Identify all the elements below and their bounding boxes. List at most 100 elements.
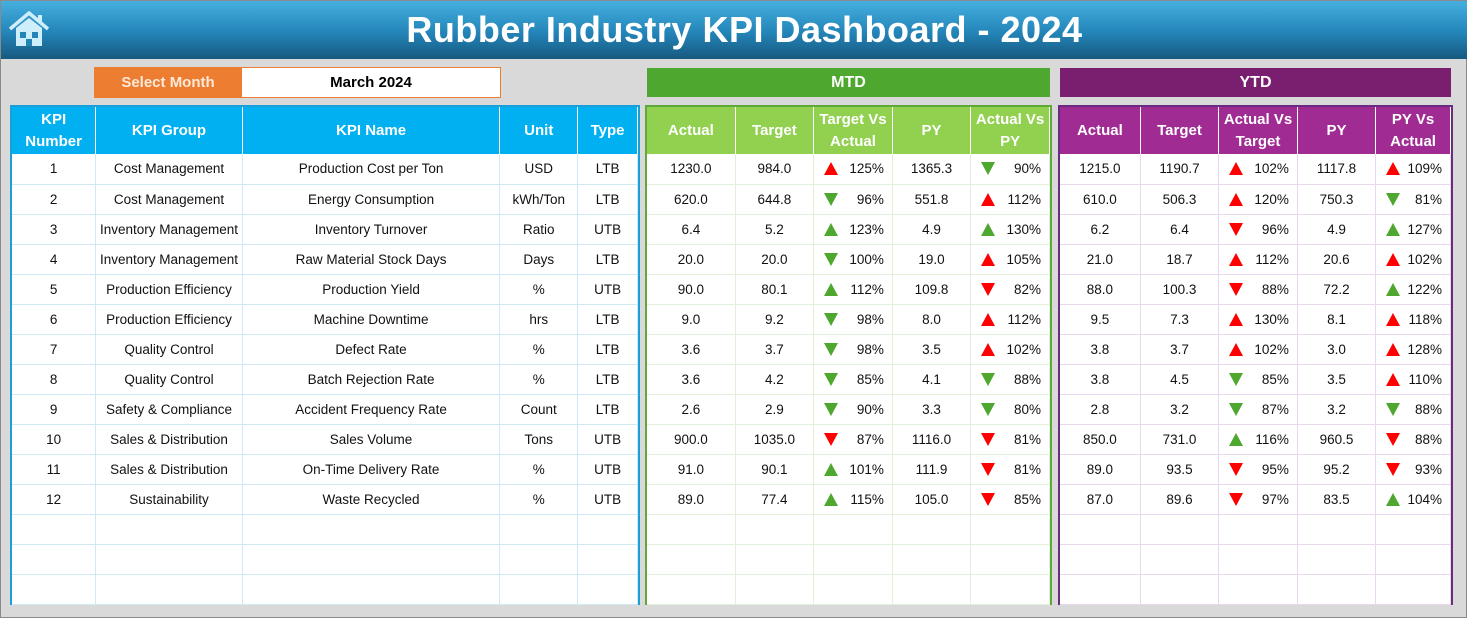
kpi-name: Energy Consumption <box>242 184 501 215</box>
triangle-up-icon <box>824 492 839 506</box>
empty-cell <box>735 544 815 575</box>
indicator: 112% <box>971 312 1049 327</box>
column-header: Actual Vs PY <box>970 107 1050 154</box>
table-row: 3 Inventory Management Inventory Turnover R… <box>12 214 638 245</box>
table-row: 90.0 80.1 112% 109.8 82% <box>647 274 1050 305</box>
triangle-down-icon <box>1229 372 1244 386</box>
indicator-cell: 101% <box>813 454 893 485</box>
kpi-info-table: KPI Number KPI Group KPI Name Unit Type 1 Cost… <box>10 105 640 605</box>
ytd-target: 3.7 <box>1140 334 1220 365</box>
triangle-up-icon <box>1386 372 1401 386</box>
ytd-actual: 850.0 <box>1060 424 1141 455</box>
column-header: Unit <box>499 107 579 154</box>
percent-value: 98% <box>856 341 884 357</box>
empty-cell <box>95 574 243 605</box>
indicator-cell: 93% <box>1375 454 1451 485</box>
percent-value: 112% <box>1007 191 1041 207</box>
kpi-num: 9 <box>12 394 97 425</box>
ytd-py: 3.5 <box>1297 364 1377 395</box>
percent-value: 87% <box>1261 401 1289 417</box>
kpi-num: 12 <box>12 484 97 515</box>
percent-value: 102% <box>1006 341 1041 357</box>
column-header: PY <box>1297 107 1377 154</box>
kpi-unit: Count <box>499 394 579 425</box>
mtd-actual: 91.0 <box>647 454 736 485</box>
empty-cell <box>970 574 1050 605</box>
mtd-actual: 20.0 <box>647 244 736 275</box>
table-row: 6.4 5.2 123% 4.9 130% <box>647 214 1050 245</box>
indicator: 123% <box>814 222 892 237</box>
column-header: PY <box>892 107 972 154</box>
kpi-group: Sustainability <box>95 484 243 515</box>
kpi-group: Sales & Distribution <box>95 424 243 455</box>
empty-cell <box>647 544 736 575</box>
ytd-actual: 89.0 <box>1060 454 1141 485</box>
kpi-name: Production Yield <box>242 274 501 305</box>
empty-cell <box>12 574 97 605</box>
kpi-num: 4 <box>12 244 97 275</box>
column-header: Actual <box>1060 107 1141 154</box>
indicator: 82% <box>971 282 1049 297</box>
triangle-down-icon <box>824 192 839 206</box>
indicator: 105% <box>971 252 1049 267</box>
ytd-actual: 1215.0 <box>1060 154 1141 185</box>
indicator-cell: 130% <box>970 214 1050 245</box>
indicator-cell: 97% <box>1218 484 1298 515</box>
indicator-cell: 100% <box>813 244 893 275</box>
triangle-up-icon <box>1229 252 1244 266</box>
triangle-down-icon <box>1229 282 1244 296</box>
indicator-cell: 105% <box>970 244 1050 275</box>
triangle-down-icon <box>1386 462 1401 476</box>
triangle-down-icon <box>1386 402 1401 416</box>
percent-value: 81% <box>1013 431 1041 447</box>
indicator-cell: 82% <box>970 274 1050 305</box>
indicator: 85% <box>971 492 1049 507</box>
mtd-actual: 9.0 <box>647 304 736 335</box>
table-row <box>1060 514 1451 545</box>
indicator: 102% <box>1376 252 1450 267</box>
empty-cell <box>1375 544 1451 575</box>
triangle-down-icon <box>824 432 839 446</box>
home-icon[interactable] <box>7 9 51 49</box>
indicator: 100% <box>814 252 892 267</box>
percent-value: 90% <box>856 401 884 417</box>
column-header: Target Vs Actual <box>813 107 893 154</box>
percent-value: 122% <box>1407 281 1442 297</box>
indicator-cell: 104% <box>1375 484 1451 515</box>
indicator-cell: 81% <box>970 454 1050 485</box>
kpi-group: Production Efficiency <box>95 304 243 335</box>
indicator: 98% <box>814 312 892 327</box>
kpi-unit: % <box>499 274 579 305</box>
percent-value: 81% <box>1013 461 1041 477</box>
triangle-down-icon <box>981 402 996 416</box>
table-row: 1 Cost Management Production Cost per Ton U… <box>12 154 638 185</box>
triangle-up-icon <box>824 162 839 176</box>
triangle-down-icon <box>1386 192 1401 206</box>
empty-cell <box>735 574 815 605</box>
month-dropdown[interactable]: March 2024 <box>241 67 501 98</box>
percent-value: 88% <box>1414 401 1442 417</box>
table-row: 2 Cost Management Energy Consumption kWh/To… <box>12 184 638 215</box>
indicator: 122% <box>1376 282 1450 297</box>
ytd-target: 89.6 <box>1140 484 1220 515</box>
kpi-name: On-Time Delivery Rate <box>242 454 501 485</box>
percent-value: 102% <box>1254 161 1289 177</box>
table-row <box>12 544 638 575</box>
table-row: 620.0 644.8 96% 551.8 112% <box>647 184 1050 215</box>
kpi-name: Production Cost per Ton <box>242 154 501 185</box>
table-row: 6.2 6.4 96% 4.9 127% <box>1060 214 1451 245</box>
mtd-actual: 2.6 <box>647 394 736 425</box>
triangle-up-icon <box>981 222 996 236</box>
table-row: 11 Sales & Distribution On-Time Delivery R… <box>12 454 638 485</box>
table-row <box>647 514 1050 545</box>
table-row: 20.0 20.0 100% 19.0 105% <box>647 244 1050 275</box>
percent-value: 85% <box>856 371 884 387</box>
column-header: Actual <box>647 107 736 154</box>
indicator: 109% <box>1376 161 1450 176</box>
indicator: 125% <box>814 161 892 176</box>
table-row: 8 Quality Control Batch Rejection Rate% LTB <box>12 364 638 395</box>
triangle-up-icon <box>981 312 996 326</box>
table-row <box>647 574 1050 605</box>
empty-cell <box>499 544 579 575</box>
indicator-cell: 98% <box>813 304 893 335</box>
